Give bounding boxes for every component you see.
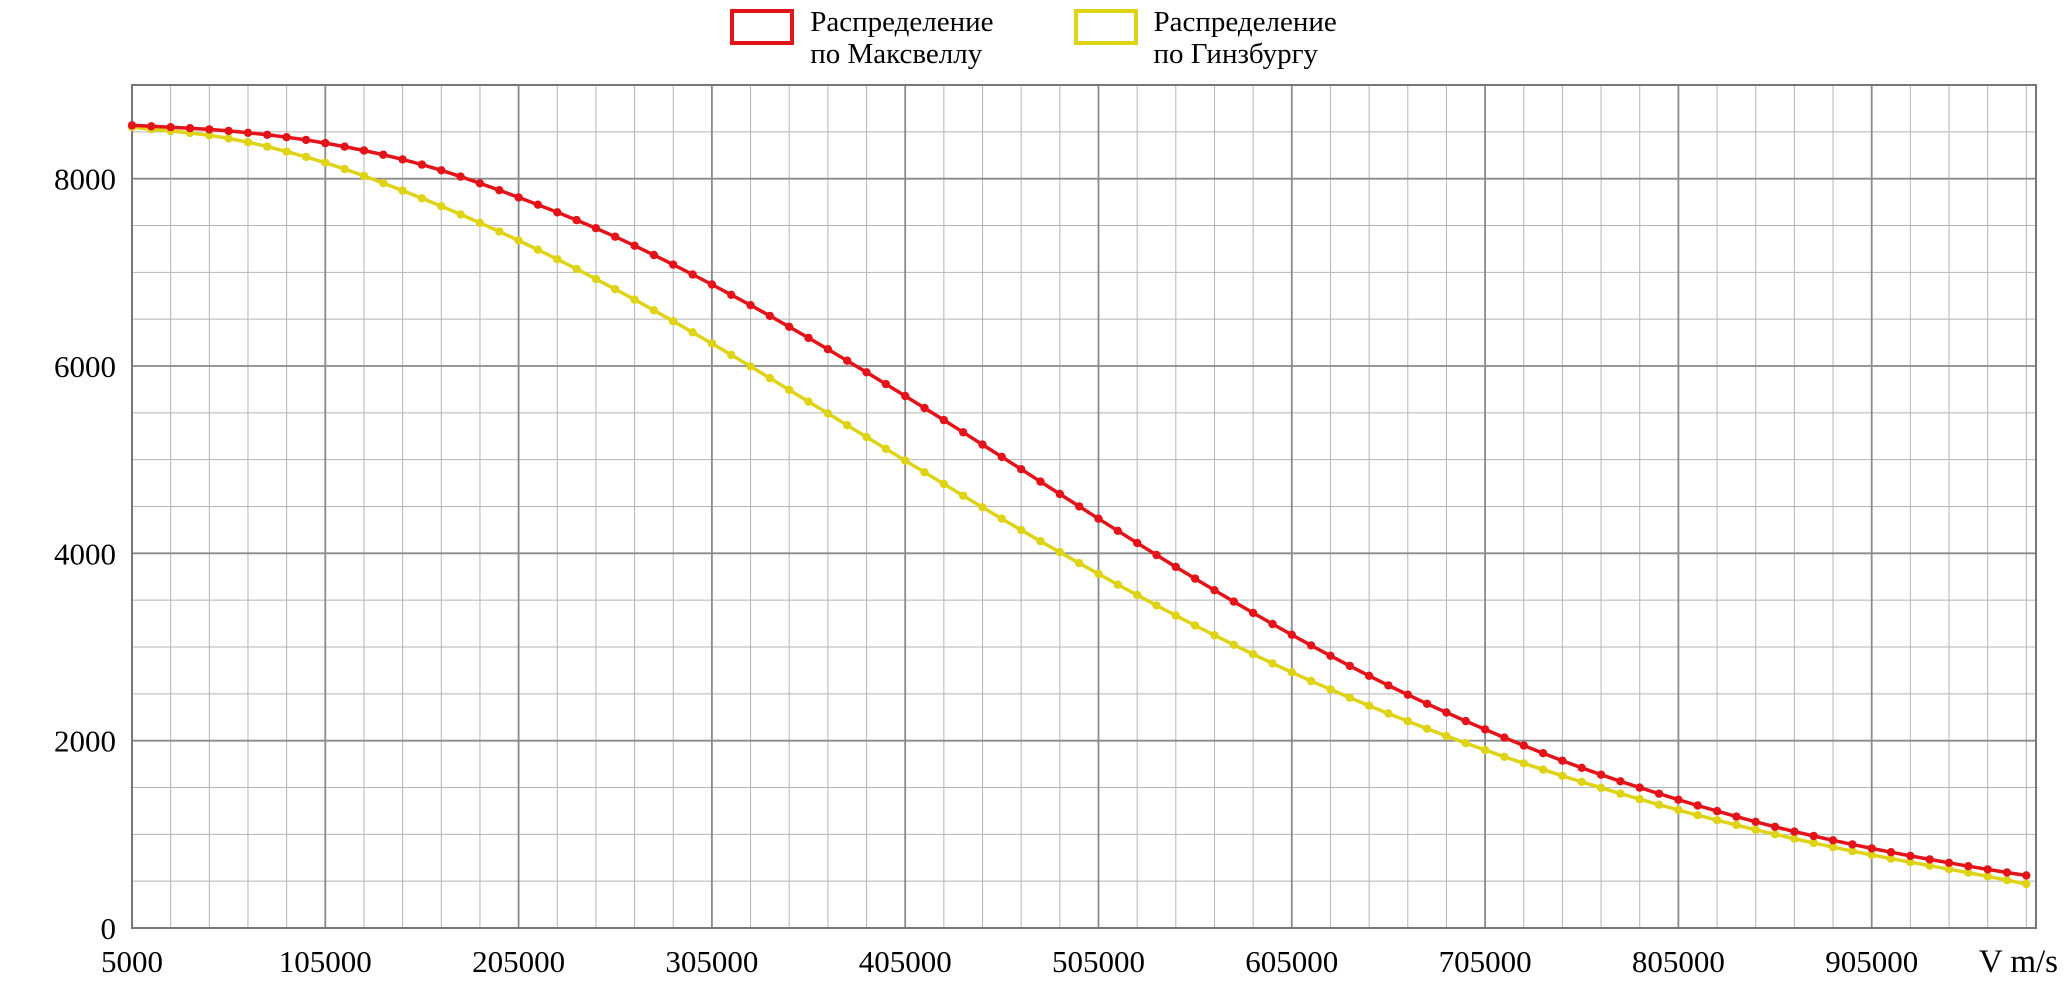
x-axis-labels: 5000 105000 205000 305000 405000 505000 605000… [101, 944, 1918, 979]
x-tick-label: 505000 [1052, 944, 1145, 979]
y-tick-label: 0 [101, 911, 117, 946]
x-tick-label: 705000 [1439, 944, 1532, 979]
grid [131, 84, 2036, 929]
x-tick-label: 805000 [1632, 944, 1725, 979]
x-tick-label: 305000 [665, 944, 758, 979]
y-tick-label: 6000 [54, 349, 116, 384]
series-ginzburg [127, 122, 2031, 889]
x-tick-label: 905000 [1825, 944, 1918, 979]
y-axis-labels: 0 2000 4000 6000 8000 [54, 162, 116, 946]
y-tick-label: 8000 [54, 162, 116, 197]
x-tick-label: 105000 [279, 944, 372, 979]
x-tick-label: 205000 [472, 944, 565, 979]
plot-border [131, 84, 2037, 929]
y-tick-label: 2000 [54, 724, 116, 759]
x-tick-label: 5000 [101, 944, 163, 979]
series-maxwell [127, 121, 2031, 880]
y-tick-label: 4000 [54, 536, 116, 571]
x-tick-label: 405000 [859, 944, 952, 979]
x-axis-title: V m/s [1979, 944, 2058, 980]
x-tick-label: 605000 [1245, 944, 1338, 979]
